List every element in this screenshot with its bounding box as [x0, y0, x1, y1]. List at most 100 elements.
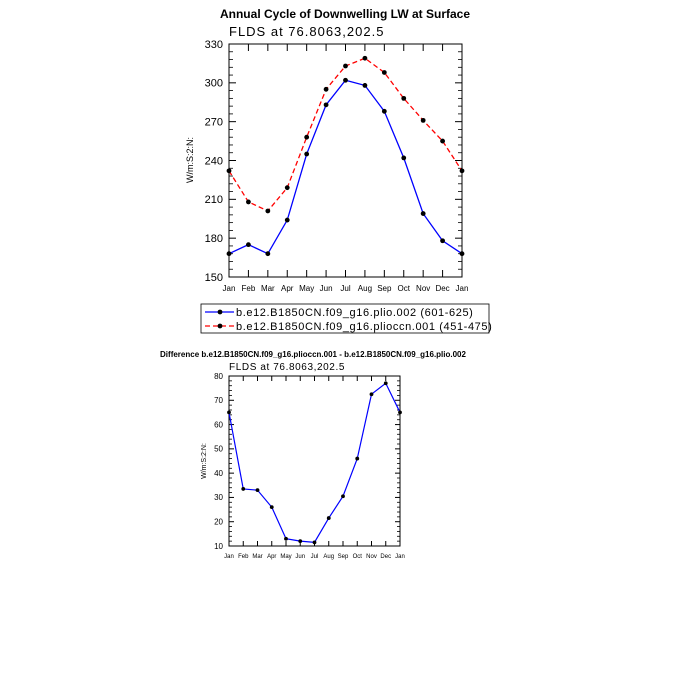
- legend-marker-plio: [217, 309, 223, 315]
- x-tick-label: Jan: [456, 284, 469, 293]
- series-1-point: [265, 208, 271, 214]
- series-1-point: [401, 95, 407, 101]
- series-0-point: [355, 456, 360, 461]
- x-tick-label: Jan: [224, 554, 234, 560]
- y-tick-label: 80: [214, 372, 223, 381]
- y-tick-label: 40: [214, 469, 223, 478]
- series-1-point: [343, 63, 348, 69]
- x-tick-label: Mar: [252, 554, 262, 560]
- difference-chart: Difference b.e12.B1850CN.f09_g16.plioccn…: [160, 350, 466, 560]
- x-tick-label: Aug: [358, 284, 372, 293]
- chart1-y-axis-label: W/m:S:2:N:: [185, 137, 195, 183]
- series-line-0: [228, 79, 463, 255]
- series-0-point: [401, 155, 407, 161]
- series-0-point: [383, 381, 388, 386]
- x-tick-label: May: [280, 554, 291, 560]
- series-1-point: [304, 134, 310, 140]
- x-tick-label: Oct: [353, 554, 363, 560]
- series-0-point: [323, 102, 329, 108]
- chart1-title: Annual Cycle of Downwelling LW at Surfac…: [220, 7, 470, 21]
- series-0-point: [284, 217, 290, 223]
- y-tick-label: 10: [214, 542, 223, 551]
- series-0-point: [298, 539, 303, 544]
- legend-entry-plio: b.e12.B1850CN.f09_g16.plio.002 (601-625): [205, 307, 473, 319]
- x-tick-label: Apr: [281, 284, 294, 293]
- chart1-subtitle: FLDS at 76.8063,202.5: [229, 24, 384, 39]
- y-tick-label: 50: [214, 445, 223, 454]
- y-tick-label: 150: [205, 272, 223, 284]
- series-line-0: [228, 382, 401, 543]
- chart2-y-axis-label: W/m:S:2:N:: [201, 443, 208, 479]
- x-tick-label: Jan: [395, 554, 405, 560]
- series-0-point: [269, 505, 274, 510]
- legend-label-plio: b.e12.B1850CN.f09_g16.plio.002 (601-625): [236, 307, 473, 319]
- x-tick-label: Feb: [238, 554, 249, 560]
- y-tick-label: 60: [214, 420, 223, 429]
- series-1-point: [459, 168, 465, 174]
- series-1-point: [381, 70, 387, 75]
- y-tick-label: 70: [214, 396, 223, 405]
- series-0-point: [341, 494, 345, 499]
- legend-label-plioccn: b.e12.B1850CN.f09_g16.plioccn.001 (451-4…: [236, 321, 492, 333]
- y-tick-label: 240: [205, 155, 223, 167]
- series-1-point: [226, 168, 232, 174]
- series-0-point: [381, 108, 387, 114]
- series-0-point: [312, 540, 317, 545]
- series-0-point: [326, 516, 331, 520]
- series-0-point: [440, 238, 445, 244]
- series-1-point: [323, 86, 329, 92]
- x-tick-label: Aug: [323, 554, 334, 560]
- y-tick-label: 210: [205, 194, 223, 206]
- x-tick-label: Feb: [242, 284, 256, 293]
- y-tick-label: 270: [205, 117, 223, 129]
- chart2-title: Difference b.e12.B1850CN.f09_g16.plioccn…: [160, 350, 466, 359]
- series-0-point: [246, 242, 251, 248]
- y-tick-label: 330: [205, 39, 223, 51]
- series-0-point: [343, 77, 348, 83]
- chart1-legend: b.e12.B1850CN.f09_g16.plio.002 (601-625)…: [200, 303, 492, 334]
- x-tick-label: Dec: [380, 554, 391, 560]
- legend-entry-plioccn: b.e12.B1850CN.f09_g16.plioccn.001 (451-4…: [205, 321, 492, 333]
- x-tick-label: Jul: [311, 554, 319, 560]
- series-0-point: [241, 487, 246, 491]
- y-tick-label: 20: [214, 518, 223, 527]
- series-1-point: [440, 138, 445, 144]
- y-tick-label: 300: [205, 78, 223, 90]
- series-0-point: [284, 536, 288, 541]
- series-0-point: [226, 251, 232, 257]
- chart2-subtitle: FLDS at 76.8063,202.5: [229, 362, 345, 373]
- x-tick-label: May: [299, 284, 314, 293]
- x-tick-label: Oct: [398, 284, 411, 293]
- x-tick-label: Jun: [295, 554, 305, 560]
- series-1-point: [420, 117, 426, 123]
- series-0-point: [369, 392, 374, 397]
- x-tick-label: Jul: [340, 284, 350, 293]
- series-0-point: [227, 410, 231, 415]
- chart2-plot-frame: [228, 375, 401, 547]
- legend-box: [200, 303, 490, 334]
- x-tick-label: Sep: [338, 554, 349, 560]
- series-0-point: [459, 251, 465, 257]
- series-0-point: [420, 211, 426, 216]
- series-0-point: [304, 151, 310, 157]
- annual-cycle-chart: Annual Cycle of Downwelling LW at Surfac…: [185, 7, 492, 334]
- x-tick-label: Dec: [435, 284, 449, 293]
- x-tick-label: Sep: [377, 284, 392, 293]
- y-tick-label: 180: [205, 233, 223, 245]
- y-tick-label: 30: [214, 493, 223, 502]
- legend-marker-plioccn: [217, 323, 223, 329]
- x-tick-label: Nov: [416, 284, 430, 293]
- series-0-point: [255, 488, 260, 493]
- series-0-point: [398, 410, 402, 415]
- series-1-point: [246, 199, 251, 205]
- series-0-point: [362, 83, 368, 88]
- x-tick-label: Jun: [320, 284, 333, 293]
- series-1-point: [284, 185, 290, 191]
- series-1-point: [362, 55, 368, 61]
- x-tick-label: Nov: [366, 554, 377, 560]
- x-tick-label: Mar: [261, 284, 275, 293]
- series-0-point: [265, 251, 271, 257]
- x-tick-label: Jan: [223, 284, 236, 293]
- x-tick-label: Apr: [267, 554, 276, 560]
